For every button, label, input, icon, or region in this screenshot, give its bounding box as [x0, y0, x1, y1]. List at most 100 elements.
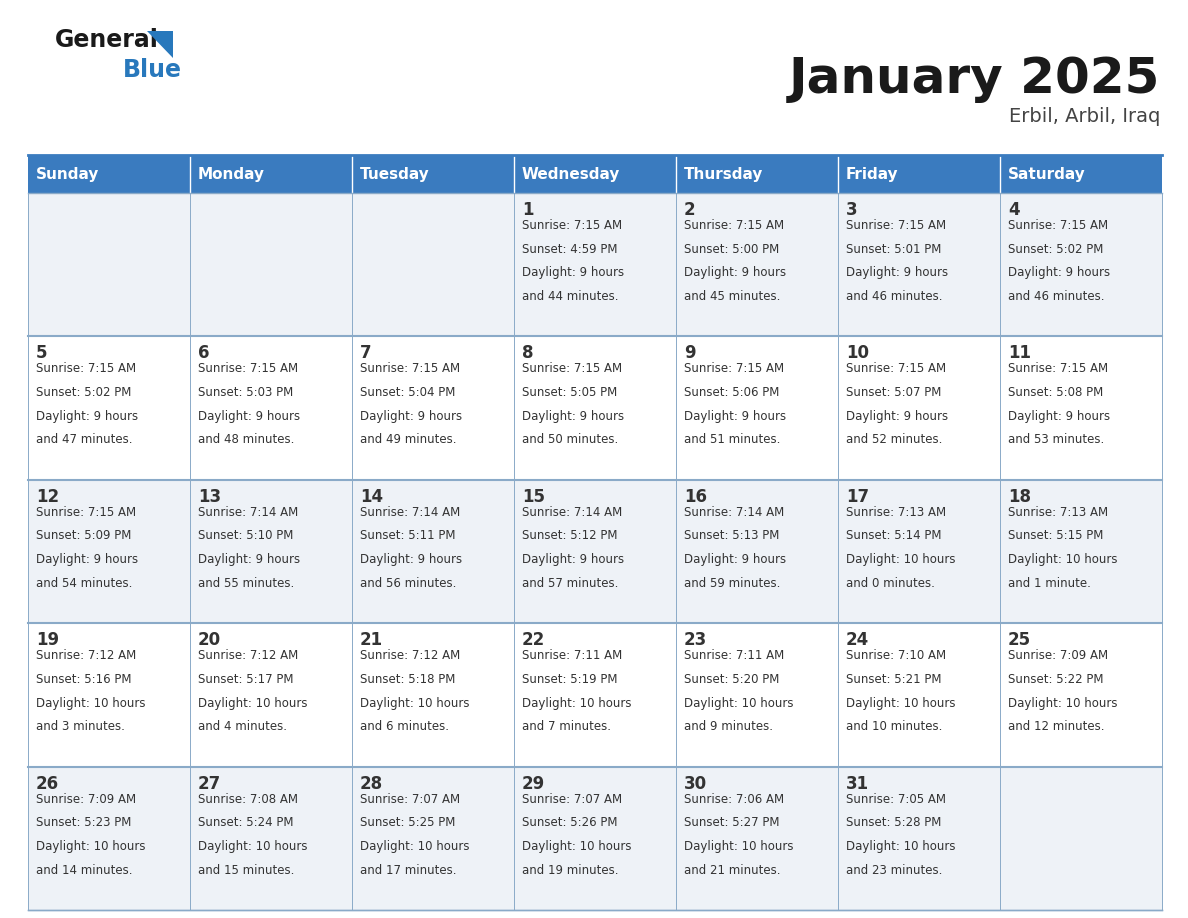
Text: Sunrise: 7:15 AM: Sunrise: 7:15 AM — [522, 219, 623, 232]
Text: Sunrise: 7:12 AM: Sunrise: 7:12 AM — [360, 649, 460, 662]
Text: Daylight: 10 hours: Daylight: 10 hours — [36, 697, 145, 710]
Text: Sunrise: 7:14 AM: Sunrise: 7:14 AM — [360, 506, 460, 519]
Text: Sunset: 5:02 PM: Sunset: 5:02 PM — [1007, 242, 1104, 255]
Text: Sunset: 5:18 PM: Sunset: 5:18 PM — [360, 673, 455, 686]
Bar — [190, 193, 352, 336]
Text: Sunrise: 7:07 AM: Sunrise: 7:07 AM — [522, 792, 623, 806]
Text: Daylight: 10 hours: Daylight: 10 hours — [1007, 554, 1118, 566]
Text: Sunset: 5:19 PM: Sunset: 5:19 PM — [522, 673, 618, 686]
Text: 19: 19 — [36, 632, 59, 649]
Text: Daylight: 10 hours: Daylight: 10 hours — [846, 840, 955, 853]
Text: Sunset: 4:59 PM: Sunset: 4:59 PM — [522, 242, 618, 255]
Text: Sunset: 5:21 PM: Sunset: 5:21 PM — [846, 673, 942, 686]
Text: Sunset: 5:13 PM: Sunset: 5:13 PM — [684, 530, 779, 543]
Text: Sunrise: 7:15 AM: Sunrise: 7:15 AM — [846, 219, 946, 232]
Text: and 7 minutes.: and 7 minutes. — [522, 721, 611, 733]
Text: Sunrise: 7:14 AM: Sunrise: 7:14 AM — [198, 506, 298, 519]
Text: Sunset: 5:05 PM: Sunset: 5:05 PM — [522, 386, 618, 399]
Text: Daylight: 10 hours: Daylight: 10 hours — [198, 697, 308, 710]
Text: and 44 minutes.: and 44 minutes. — [522, 290, 619, 303]
Text: Sunset: 5:26 PM: Sunset: 5:26 PM — [522, 816, 618, 829]
Text: 27: 27 — [198, 775, 221, 792]
Bar — [676, 623, 838, 767]
Text: 25: 25 — [1007, 632, 1031, 649]
Bar — [352, 155, 514, 193]
Text: 10: 10 — [846, 344, 868, 363]
Bar — [838, 155, 1000, 193]
Text: Saturday: Saturday — [1007, 166, 1086, 182]
Text: and 45 minutes.: and 45 minutes. — [684, 290, 781, 303]
Text: Sunset: 5:09 PM: Sunset: 5:09 PM — [36, 530, 132, 543]
Text: and 6 minutes.: and 6 minutes. — [360, 721, 449, 733]
Text: and 4 minutes.: and 4 minutes. — [198, 721, 287, 733]
Text: Sunset: 5:12 PM: Sunset: 5:12 PM — [522, 530, 618, 543]
Text: Daylight: 9 hours: Daylight: 9 hours — [684, 409, 786, 422]
Bar — [1000, 480, 1162, 623]
Text: 22: 22 — [522, 632, 545, 649]
Bar — [514, 193, 676, 336]
Text: Sunrise: 7:15 AM: Sunrise: 7:15 AM — [36, 506, 137, 519]
Text: Sunrise: 7:15 AM: Sunrise: 7:15 AM — [36, 363, 137, 375]
Text: Sunrise: 7:06 AM: Sunrise: 7:06 AM — [684, 792, 784, 806]
Text: Sunrise: 7:14 AM: Sunrise: 7:14 AM — [684, 506, 784, 519]
Bar — [514, 155, 676, 193]
Text: Daylight: 9 hours: Daylight: 9 hours — [846, 409, 948, 422]
Text: Daylight: 10 hours: Daylight: 10 hours — [36, 840, 145, 853]
Bar — [676, 480, 838, 623]
Text: 4: 4 — [1007, 201, 1019, 219]
Bar — [838, 336, 1000, 480]
Text: 5: 5 — [36, 344, 48, 363]
Text: Daylight: 9 hours: Daylight: 9 hours — [360, 554, 462, 566]
Text: 14: 14 — [360, 487, 383, 506]
Text: Sunrise: 7:05 AM: Sunrise: 7:05 AM — [846, 792, 946, 806]
Text: 17: 17 — [846, 487, 870, 506]
Text: Daylight: 10 hours: Daylight: 10 hours — [1007, 697, 1118, 710]
Text: Daylight: 9 hours: Daylight: 9 hours — [846, 266, 948, 279]
Text: and 48 minutes.: and 48 minutes. — [198, 433, 295, 446]
Bar — [352, 480, 514, 623]
Text: and 47 minutes.: and 47 minutes. — [36, 433, 133, 446]
Text: Sunset: 5:24 PM: Sunset: 5:24 PM — [198, 816, 293, 829]
Text: Sunrise: 7:13 AM: Sunrise: 7:13 AM — [846, 506, 946, 519]
Text: 15: 15 — [522, 487, 545, 506]
Text: Monday: Monday — [198, 166, 265, 182]
Text: Sunset: 5:08 PM: Sunset: 5:08 PM — [1007, 386, 1104, 399]
Bar — [352, 623, 514, 767]
Text: and 53 minutes.: and 53 minutes. — [1007, 433, 1105, 446]
Text: Daylight: 10 hours: Daylight: 10 hours — [846, 697, 955, 710]
Text: Sunrise: 7:15 AM: Sunrise: 7:15 AM — [684, 219, 784, 232]
Text: and 12 minutes.: and 12 minutes. — [1007, 721, 1105, 733]
Text: Daylight: 9 hours: Daylight: 9 hours — [360, 409, 462, 422]
Text: 13: 13 — [198, 487, 221, 506]
Bar — [676, 336, 838, 480]
Text: Sunrise: 7:15 AM: Sunrise: 7:15 AM — [846, 363, 946, 375]
Text: and 10 minutes.: and 10 minutes. — [846, 721, 942, 733]
Text: and 3 minutes.: and 3 minutes. — [36, 721, 125, 733]
Bar — [29, 480, 190, 623]
Text: Sunrise: 7:15 AM: Sunrise: 7:15 AM — [1007, 219, 1108, 232]
Text: Sunset: 5:27 PM: Sunset: 5:27 PM — [684, 816, 779, 829]
Text: 2: 2 — [684, 201, 696, 219]
Text: 11: 11 — [1007, 344, 1031, 363]
Text: and 1 minute.: and 1 minute. — [1007, 577, 1091, 589]
Text: Sunset: 5:11 PM: Sunset: 5:11 PM — [360, 530, 455, 543]
Text: and 49 minutes.: and 49 minutes. — [360, 433, 456, 446]
Text: 29: 29 — [522, 775, 545, 792]
Text: and 15 minutes.: and 15 minutes. — [198, 864, 295, 877]
Bar — [29, 193, 190, 336]
Text: and 57 minutes.: and 57 minutes. — [522, 577, 619, 589]
Text: Sunset: 5:01 PM: Sunset: 5:01 PM — [846, 242, 941, 255]
Text: Sunrise: 7:09 AM: Sunrise: 7:09 AM — [1007, 649, 1108, 662]
Bar — [352, 767, 514, 910]
Text: Sunrise: 7:15 AM: Sunrise: 7:15 AM — [1007, 363, 1108, 375]
Text: Sunset: 5:10 PM: Sunset: 5:10 PM — [198, 530, 293, 543]
Bar — [190, 767, 352, 910]
Bar — [190, 336, 352, 480]
Text: Sunset: 5:15 PM: Sunset: 5:15 PM — [1007, 530, 1104, 543]
Text: Daylight: 10 hours: Daylight: 10 hours — [846, 554, 955, 566]
Text: and 14 minutes.: and 14 minutes. — [36, 864, 133, 877]
Text: Daylight: 9 hours: Daylight: 9 hours — [1007, 409, 1110, 422]
Text: Sunrise: 7:13 AM: Sunrise: 7:13 AM — [1007, 506, 1108, 519]
Text: Wednesday: Wednesday — [522, 166, 620, 182]
Bar — [1000, 623, 1162, 767]
